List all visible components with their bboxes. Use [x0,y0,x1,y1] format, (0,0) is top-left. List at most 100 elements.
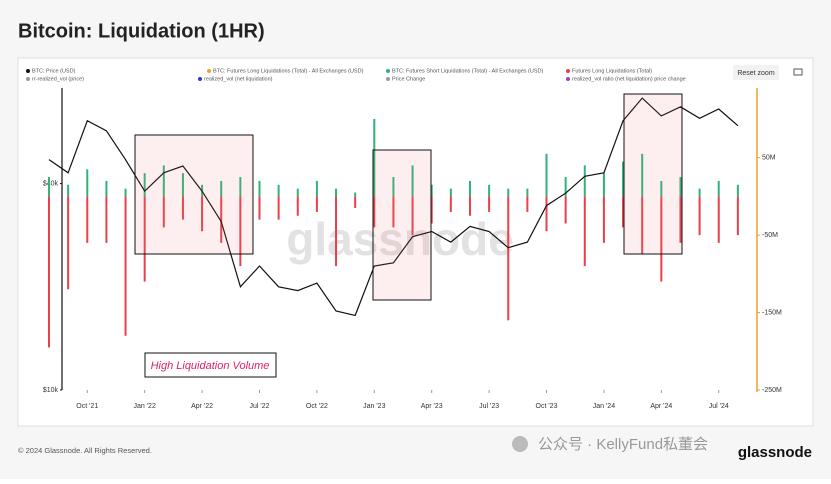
liquidation-bar [449,188,452,197]
liquidation-bar [315,180,318,197]
liquidation-bar [411,165,414,197]
liquidation-bar [48,196,50,348]
annotation-box [144,352,277,378]
legend-label: Futures Long Liquidations (Total) [572,68,652,74]
x-tick-label: Oct '21 [76,403,98,410]
liquidation-bar [354,196,357,209]
legend-swatch [26,69,30,73]
liquidation-bar [335,196,338,267]
liquidation-bar [545,196,548,232]
footer: © 2024 Glassnode. All Rights Reserved. [18,446,152,455]
liquidation-bar [564,177,567,197]
liquidation-bar [220,180,223,197]
liquidation-bar [143,196,146,282]
x-tick-label: Jan '22 [133,403,155,410]
liquidation-bar [86,169,89,197]
y2-tick-label: -250M [762,387,782,394]
y2-tick-label: -150M [762,309,782,316]
x-tick-label: Apr '22 [191,403,213,410]
liquidation-bar [698,188,701,197]
wechat-icon [512,436,528,452]
reset-zoom-button[interactable] [733,65,779,80]
liquidation-bar [181,173,184,197]
legend-swatch [207,69,211,73]
liquidation-bar [507,188,510,197]
x-tick-label: Jan '23 [363,403,385,410]
y2-tick-label: 50M [762,155,776,162]
liquidation-bar [507,196,510,321]
reset-zoom-label[interactable]: Reset zoom [737,70,775,77]
liquidation-bar [736,196,739,236]
liquidation-bar [67,184,70,197]
liquidation-bar [354,192,357,197]
liquidation-bar [220,196,223,243]
liquidation-bar [641,196,644,255]
highlight-box [134,134,254,255]
liquidation-bar [392,196,395,228]
liquidation-bar [201,196,204,232]
liquidation-bar [602,196,605,243]
liquidation-bar [583,165,586,197]
liquidation-bar [430,196,433,224]
legend-label: BTC: Futures Long Liquidations (Total) -… [213,68,364,74]
liquidation-bar [335,188,338,197]
legend-swatch [386,77,390,81]
wechat-watermark: 公众号 · KellyFund私董会 [538,436,708,453]
liquidation-bar [277,196,280,220]
x-tick-label: Jan '24 [593,403,615,410]
liquidation-bar [564,196,567,224]
liquidation-bar [48,177,50,197]
liquidation-bar [162,165,165,197]
liquidation-bar [488,196,491,212]
x-tick-label: Apr '23 [421,403,443,410]
legend-label: realized_vol ratio (net liquidation) pri… [572,76,686,82]
liquidation-bar [622,161,625,197]
liquidation-bar [679,177,682,197]
x-tick-label: Jul '24 [709,403,729,410]
legend-swatch [566,69,570,73]
highlight-box [372,149,432,301]
liquidation-bar [86,196,89,243]
liquidation-bar [105,196,108,243]
x-tick-label: Oct '23 [536,403,558,410]
liquidation-bar [105,180,108,197]
legend-label: Price Change [392,76,425,82]
liquidation-bar [258,180,261,197]
liquidation-bar [736,184,739,197]
brand: glassnode [738,444,812,461]
title: Bitcoin: Liquidation (1HR) [18,20,265,42]
camera-icon[interactable] [793,68,803,76]
liquidation-bar [411,196,414,236]
y-tick-label: $10k [43,387,59,394]
liquidation-bar [392,177,395,197]
legend-swatch [26,77,30,81]
x-tick-label: Oct '22 [306,403,328,410]
price-line [48,97,739,317]
liquidation-bar [296,188,299,197]
y-tick-label: $40k [43,180,59,187]
liquidation-bar [717,180,720,197]
liquidation-bar [468,180,471,197]
legend-label: BTC: Futures Short Liquidations (Total) … [392,68,543,74]
x-tick-label: Apr '24 [650,403,672,410]
y2-tick-label: -50M [762,232,778,239]
liquidation-bar [181,196,184,220]
liquidation-bar [717,196,720,243]
x-tick-label: Jul '23 [479,403,499,410]
liquidation-bar [296,196,299,216]
liquidation-bar [545,153,548,197]
liquidation-bar [373,118,376,197]
legend-label: realized_vol (net liquidation) [204,76,273,82]
liquidation-bar [660,196,663,282]
liquidation-bar [679,196,682,243]
liquidation-bar [67,196,70,290]
liquidation-bar [258,196,261,220]
liquidation-bar [583,196,586,267]
legend-swatch [386,69,390,73]
annotation: High Liquidation Volume [151,360,270,372]
liquidation-bar [468,196,471,216]
liquidation-bar [373,196,376,228]
liquidation-bar [430,184,433,197]
liquidation-bar [660,180,663,197]
